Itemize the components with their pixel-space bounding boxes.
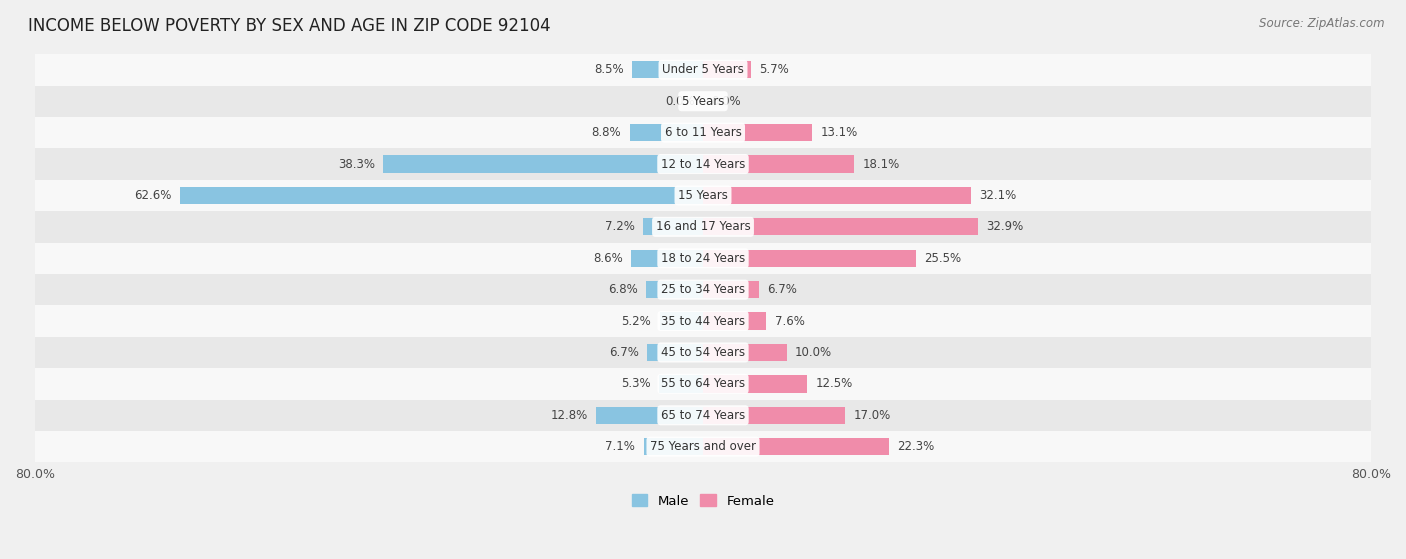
Text: 65 to 74 Years: 65 to 74 Years [661, 409, 745, 422]
Bar [35, 337, 1371, 368]
Text: 16 and 17 Years: 16 and 17 Years [655, 220, 751, 233]
Bar [35, 211, 1371, 243]
Bar [703, 344, 786, 361]
Bar [644, 438, 703, 456]
Bar [633, 61, 703, 78]
Text: 25 to 34 Years: 25 to 34 Years [661, 283, 745, 296]
Text: 7.1%: 7.1% [606, 440, 636, 453]
Bar [643, 218, 703, 235]
Text: 10.0%: 10.0% [794, 346, 832, 359]
Bar [659, 312, 703, 330]
Text: 45 to 54 Years: 45 to 54 Years [661, 346, 745, 359]
Legend: Male, Female: Male, Female [626, 489, 780, 513]
Bar [35, 243, 1371, 274]
Bar [631, 250, 703, 267]
Bar [647, 281, 703, 299]
Bar [703, 187, 972, 204]
Text: Under 5 Years: Under 5 Years [662, 63, 744, 77]
Bar [35, 54, 1371, 86]
Bar [35, 86, 1371, 117]
Text: INCOME BELOW POVERTY BY SEX AND AGE IN ZIP CODE 92104: INCOME BELOW POVERTY BY SEX AND AGE IN Z… [28, 17, 551, 35]
Text: 22.3%: 22.3% [897, 440, 935, 453]
Bar [647, 344, 703, 361]
Text: 6.7%: 6.7% [609, 346, 638, 359]
Text: 62.6%: 62.6% [135, 189, 172, 202]
Text: 0.0%: 0.0% [665, 94, 695, 108]
Text: 12.5%: 12.5% [815, 377, 853, 390]
Bar [630, 124, 703, 141]
Text: 5.3%: 5.3% [621, 377, 651, 390]
Bar [703, 312, 766, 330]
Text: 6.7%: 6.7% [768, 283, 797, 296]
Bar [703, 218, 977, 235]
Text: 38.3%: 38.3% [337, 158, 375, 170]
Text: 12.8%: 12.8% [551, 409, 588, 422]
Bar [703, 406, 845, 424]
Text: 75 Years and over: 75 Years and over [650, 440, 756, 453]
Text: 32.1%: 32.1% [980, 189, 1017, 202]
Text: 15 Years: 15 Years [678, 189, 728, 202]
Text: 7.6%: 7.6% [775, 315, 804, 328]
Text: 8.5%: 8.5% [595, 63, 624, 77]
Bar [703, 281, 759, 299]
Text: 12 to 14 Years: 12 to 14 Years [661, 158, 745, 170]
Bar [35, 368, 1371, 400]
Bar [384, 155, 703, 173]
Bar [35, 431, 1371, 462]
Bar [703, 375, 807, 392]
Bar [703, 250, 915, 267]
Bar [703, 124, 813, 141]
Text: 18.1%: 18.1% [862, 158, 900, 170]
Text: 35 to 44 Years: 35 to 44 Years [661, 315, 745, 328]
Text: 5.2%: 5.2% [621, 315, 651, 328]
Text: 5 Years: 5 Years [682, 94, 724, 108]
Text: 8.6%: 8.6% [593, 252, 623, 265]
Text: 0.0%: 0.0% [711, 94, 741, 108]
Bar [35, 305, 1371, 337]
Text: 25.5%: 25.5% [924, 252, 962, 265]
Bar [35, 274, 1371, 305]
Bar [35, 117, 1371, 148]
Bar [596, 406, 703, 424]
Text: 6.8%: 6.8% [609, 283, 638, 296]
Text: 6 to 11 Years: 6 to 11 Years [665, 126, 741, 139]
Bar [35, 148, 1371, 180]
Text: 18 to 24 Years: 18 to 24 Years [661, 252, 745, 265]
Text: 5.7%: 5.7% [759, 63, 789, 77]
Text: 13.1%: 13.1% [821, 126, 858, 139]
Bar [180, 187, 703, 204]
Bar [659, 375, 703, 392]
Text: Source: ZipAtlas.com: Source: ZipAtlas.com [1260, 17, 1385, 30]
Text: 8.8%: 8.8% [592, 126, 621, 139]
Bar [703, 155, 853, 173]
Bar [35, 400, 1371, 431]
Text: 32.9%: 32.9% [986, 220, 1024, 233]
Bar [703, 61, 751, 78]
Text: 55 to 64 Years: 55 to 64 Years [661, 377, 745, 390]
Text: 17.0%: 17.0% [853, 409, 890, 422]
Bar [703, 438, 889, 456]
Bar [35, 180, 1371, 211]
Text: 7.2%: 7.2% [605, 220, 634, 233]
